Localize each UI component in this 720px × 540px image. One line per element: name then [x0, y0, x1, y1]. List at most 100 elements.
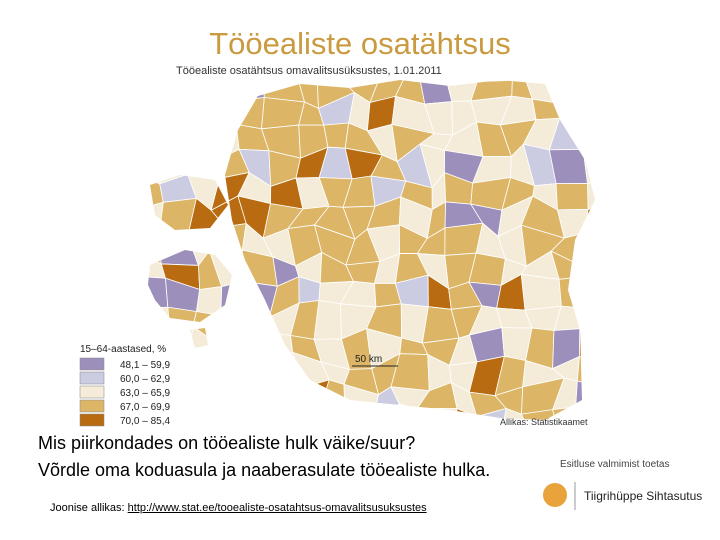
map-region	[212, 313, 244, 342]
map-region	[186, 352, 213, 386]
map-region	[632, 159, 663, 183]
map-region	[148, 222, 162, 265]
map-region	[261, 97, 306, 130]
map-region	[584, 206, 595, 240]
map-region	[582, 120, 595, 156]
scale-label: 50 km	[355, 354, 382, 365]
map-region	[638, 170, 663, 207]
map-region	[235, 97, 265, 130]
legend-label: 48,1 – 59,9	[120, 360, 170, 371]
map-region	[313, 300, 342, 340]
map-region	[164, 121, 192, 153]
question: Võrdle oma koduasula ja naaberasulate tö…	[38, 460, 491, 480]
map-region	[635, 94, 664, 131]
map-region	[587, 178, 595, 210]
map-region	[627, 404, 661, 447]
map-region	[600, 95, 641, 131]
map-region	[240, 364, 276, 395]
map-region	[572, 256, 595, 278]
map-source: Allikas: Statistikaamet	[500, 417, 588, 427]
map-region	[562, 80, 588, 106]
logo-owl	[543, 483, 567, 507]
map-region	[600, 179, 642, 207]
map-region	[187, 151, 221, 179]
map-region	[627, 228, 659, 266]
map-region	[627, 328, 657, 356]
legend-label: 63,0 – 65,9	[120, 388, 170, 399]
logo-caption: Esitluse valmimist toetas	[560, 459, 670, 470]
logo-name: Tiigrihüppe Sihtasutus	[584, 489, 703, 503]
map-region	[398, 403, 420, 420]
map-region	[186, 377, 220, 420]
map-region	[602, 418, 639, 446]
map-region	[240, 332, 278, 370]
map-region	[157, 235, 200, 266]
legend-label: 60,0 – 62,9	[120, 374, 170, 385]
legend-swatch	[79, 371, 105, 385]
legend-swatch	[79, 413, 105, 427]
map-region	[601, 155, 638, 183]
legend-swatch	[79, 357, 105, 371]
map-region	[610, 275, 639, 310]
map-region	[148, 276, 169, 310]
map-region	[578, 94, 595, 134]
map-region	[270, 386, 306, 420]
map-region	[520, 273, 562, 311]
map-region	[602, 380, 639, 419]
map-region	[209, 377, 249, 420]
map-region	[190, 99, 221, 137]
map-region	[220, 280, 245, 317]
legend-swatch	[79, 399, 105, 413]
map-region	[605, 68, 635, 106]
map-region	[548, 148, 589, 185]
map-region	[416, 408, 458, 420]
map-region	[210, 99, 241, 137]
map-region	[627, 196, 655, 233]
map-subtitle: Tööealiste osatähtsus omavalitsusüksuste…	[176, 65, 442, 77]
map-region	[520, 409, 563, 420]
source-link[interactable]: http://www.stat.ee/tooealiste-osatahtsus…	[127, 502, 427, 514]
legend-swatch	[79, 385, 105, 399]
map-region	[157, 197, 197, 240]
legend-label: 70,0 – 85,4	[120, 416, 170, 427]
map-region	[239, 389, 276, 420]
map-region	[606, 257, 642, 277]
map-region	[576, 353, 595, 391]
map-region	[627, 380, 661, 419]
map-region	[148, 149, 168, 185]
map-region	[552, 406, 579, 420]
map-region	[600, 335, 637, 356]
map-region	[637, 305, 665, 343]
map-region	[531, 98, 564, 121]
legend-title: 15–64-aastased, %	[80, 344, 166, 355]
map-region	[372, 403, 403, 420]
map-region	[578, 80, 595, 106]
map-region	[269, 333, 294, 366]
map-region	[558, 275, 592, 309]
map-region	[580, 275, 595, 310]
map-region	[632, 121, 664, 160]
map-region	[606, 233, 642, 265]
map-region	[575, 380, 595, 419]
map-region	[498, 407, 535, 420]
map-region	[630, 264, 661, 283]
map-region	[148, 201, 164, 240]
map-region	[190, 132, 218, 161]
map-region	[600, 121, 641, 160]
map-region	[573, 232, 595, 263]
map-region	[631, 76, 663, 106]
map-region	[286, 379, 330, 412]
slide-title: Tööealiste osatähtsus	[209, 26, 511, 61]
question: Mis piirkondades on tööealiste hulk väik…	[38, 433, 416, 453]
legend-label: 67,0 – 69,9	[120, 402, 170, 413]
map-region	[148, 121, 168, 161]
map-region	[579, 328, 595, 357]
map-region	[208, 223, 247, 252]
map-region	[600, 196, 642, 239]
map-region	[211, 338, 244, 370]
map-region	[234, 313, 278, 340]
footer-label: Joonise allikas:	[50, 502, 125, 514]
map-region	[555, 183, 589, 211]
